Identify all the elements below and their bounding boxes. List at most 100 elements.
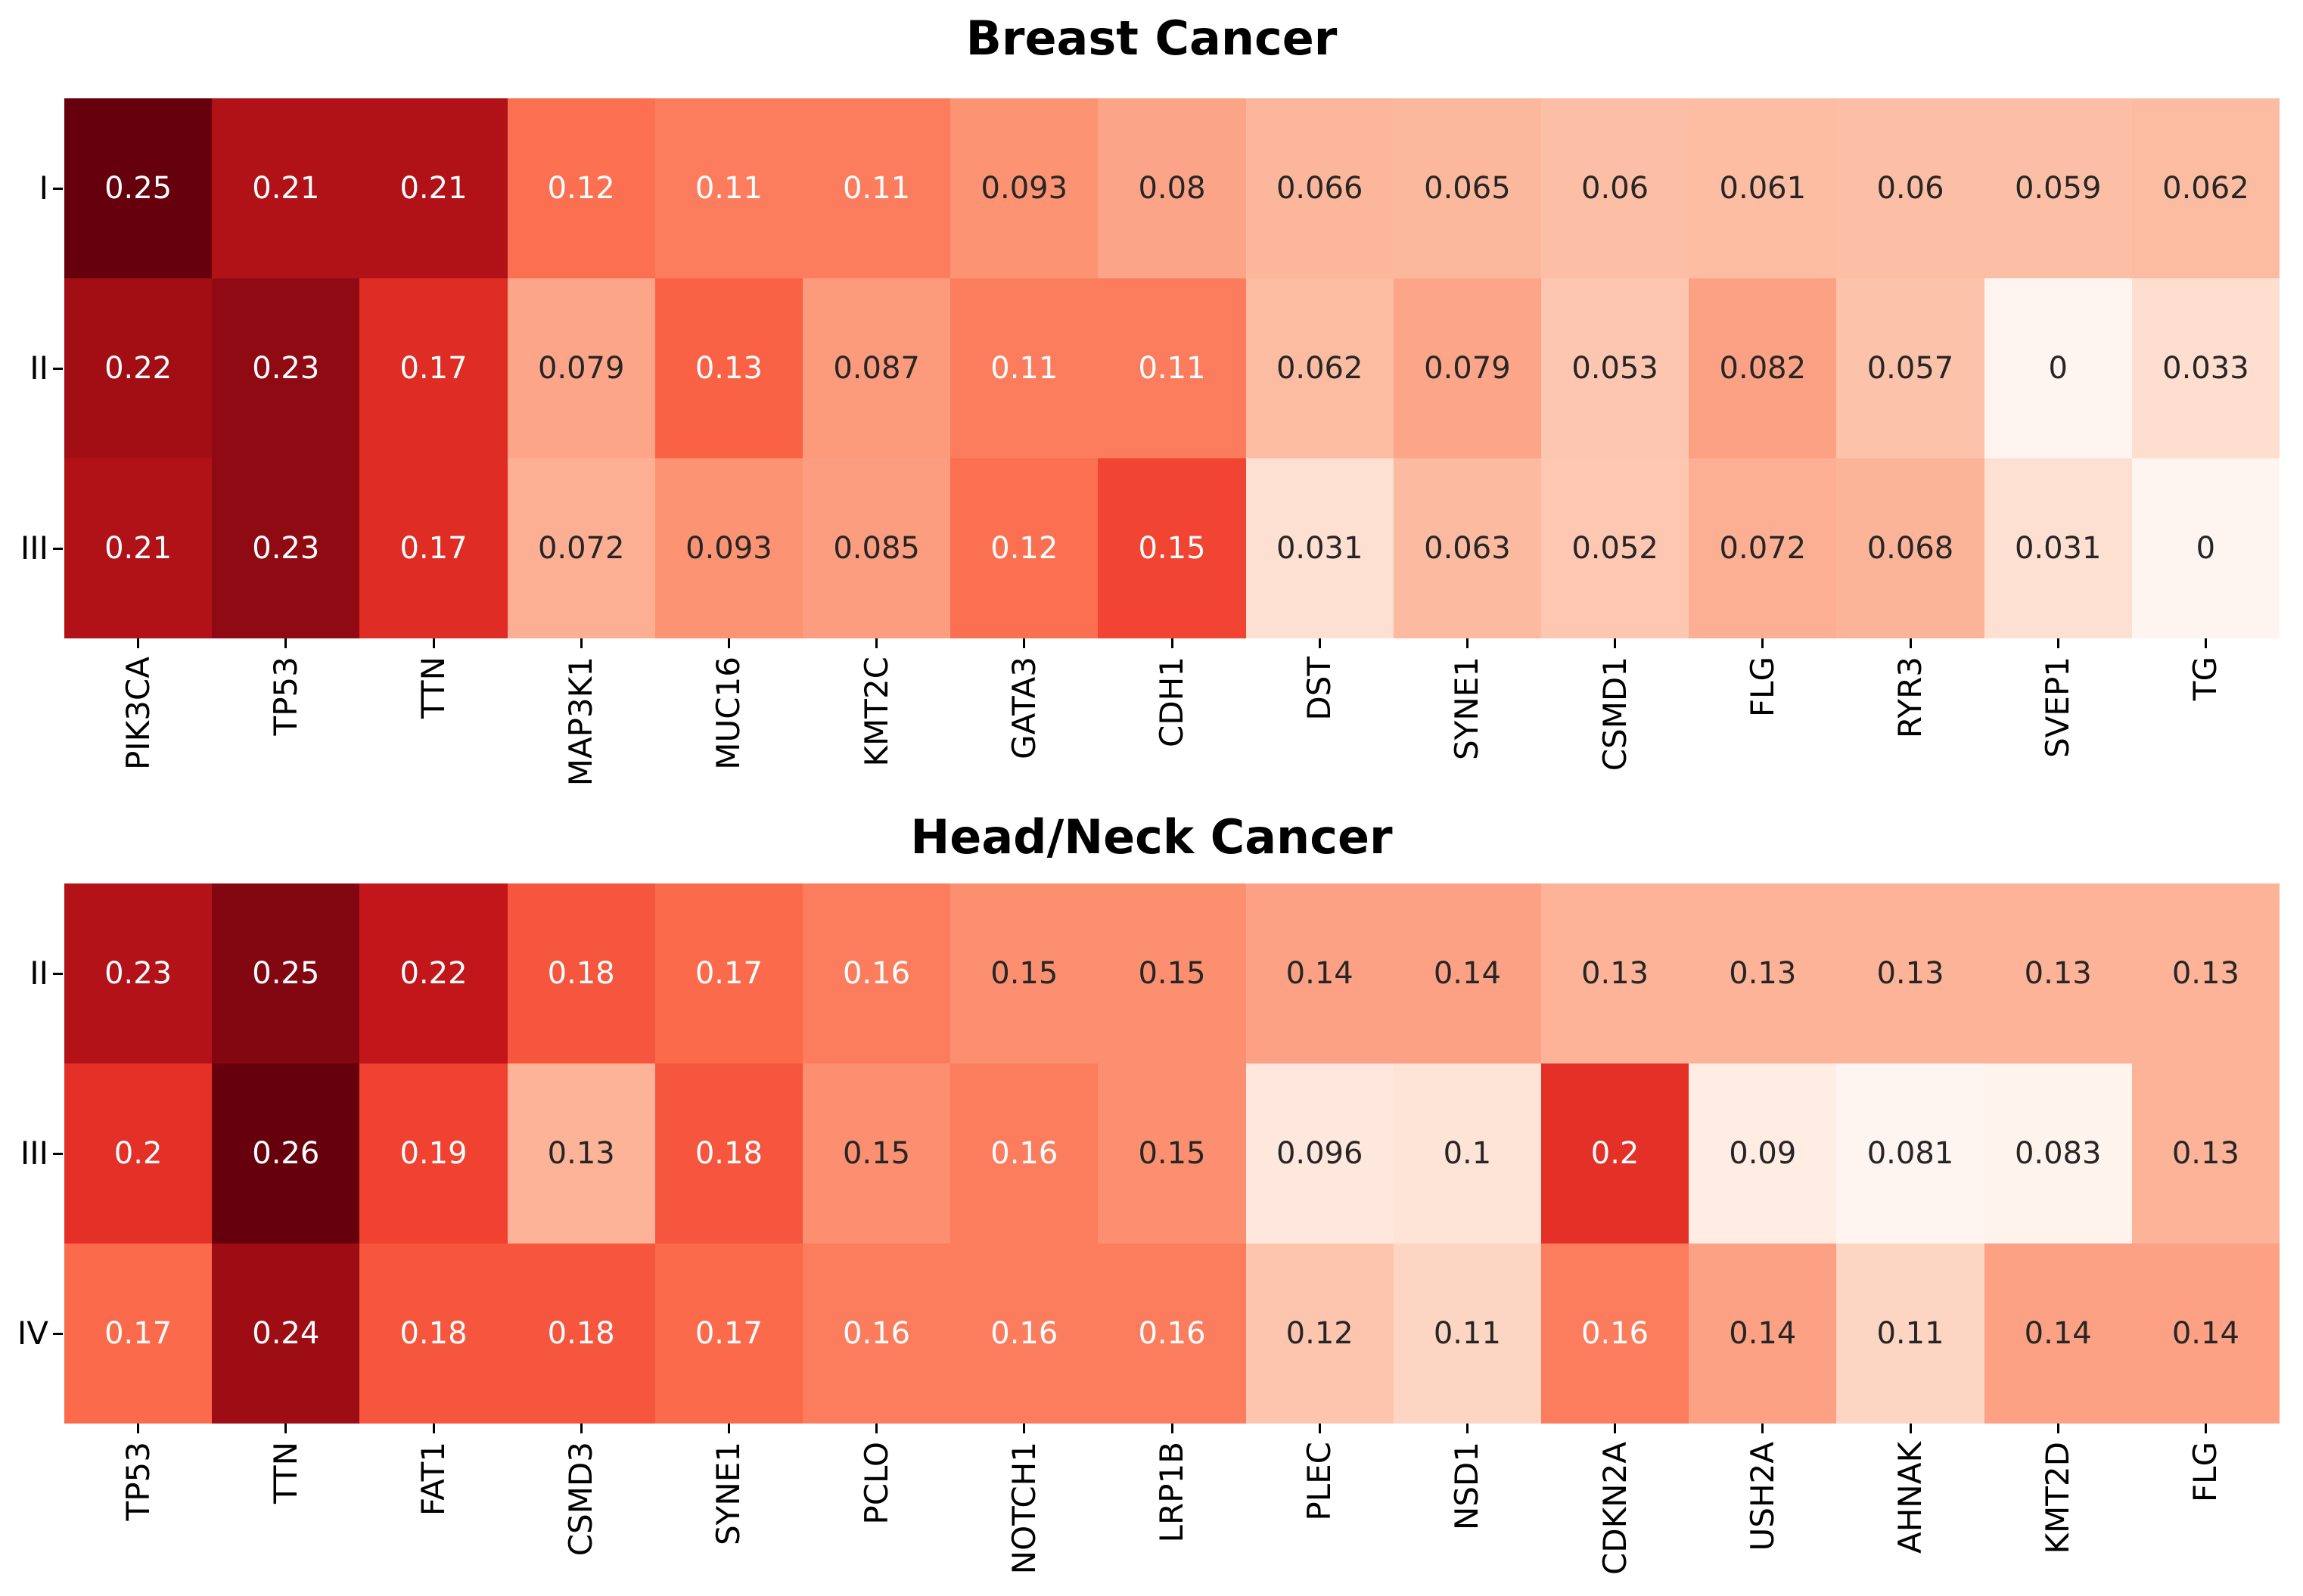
heatmap-breast-cancer: 0.25 0.21 0.21 0.12 0.11 0.11 0.093 0.08 0.066 0.…	[64, 98, 2280, 638]
heatmap-cell: 0.12	[1245, 1244, 1394, 1424]
heatmap-cell: 0.25	[64, 98, 213, 278]
heatmap-cell: 0.16	[1098, 1244, 1246, 1424]
heatmap-cell: 0.25	[212, 883, 360, 1063]
heatmap-cell: 0.15	[802, 1063, 951, 1244]
heatmap-cell: 0.11	[654, 98, 803, 278]
heatmap-cell: 0.23	[212, 458, 360, 638]
col-label-gene: NSD1	[1448, 1442, 1486, 1531]
row-label-stage: III	[20, 529, 48, 567]
heatmap-cell: 0.079	[1393, 278, 1541, 458]
row-label-stage: III	[20, 1135, 48, 1172]
heatmap-cell: 0.16	[950, 1244, 1099, 1424]
chart-title-head-neck-cancer: Head/Neck Cancer	[910, 809, 1393, 865]
heatmap-cell: 0.21	[64, 458, 213, 638]
col-label-gene: CDH1	[1153, 657, 1190, 747]
heatmap-cell: 0.18	[654, 1063, 803, 1244]
x-tick-mark	[2204, 1424, 2207, 1433]
col-label-gene: CSMD3	[562, 1442, 600, 1557]
heatmap-cell: 0.21	[359, 98, 508, 278]
heatmap-cell: 0.081	[1836, 1063, 1984, 1244]
heatmap-cell: 0.096	[1245, 1063, 1394, 1244]
heatmap-cell: 0.15	[950, 883, 1099, 1063]
col-label-gene: NOTCH1	[1005, 1442, 1043, 1575]
heatmap-cell: 0.093	[950, 98, 1099, 278]
heatmap-cell: 0.066	[1245, 98, 1394, 278]
heatmap-cell: 0.068	[1836, 458, 1984, 638]
col-label-gene: TG	[2186, 657, 2224, 701]
col-label-gene: FLG	[2186, 1442, 2224, 1503]
y-tick-mark	[53, 367, 63, 370]
heatmap-cell: 0	[2131, 458, 2280, 638]
heatmap-cell: 0.17	[359, 278, 508, 458]
x-tick-mark	[1465, 638, 1469, 648]
heatmap-cell: 0.16	[802, 1244, 951, 1424]
heatmap-head-neck-cancer: 0.23 0.25 0.22 0.18 0.17 0.16 0.15 0.15 0.14 0.14…	[64, 883, 2280, 1424]
col-label-gene: MAP3K1	[562, 657, 600, 787]
heatmap-cell: 0.15	[1098, 883, 1246, 1063]
heatmap-cell: 0.072	[1689, 458, 1837, 638]
heatmap-cell: 0.053	[1540, 278, 1689, 458]
col-label-gene: LRP1B	[1153, 1442, 1190, 1543]
col-label-gene: FAT1	[415, 1442, 452, 1517]
heatmap-cell: 0.11	[950, 278, 1099, 458]
x-tick-mark	[2056, 638, 2059, 648]
col-label-gene: GATA3	[1005, 657, 1043, 759]
col-label-gene: TTN	[266, 1442, 304, 1504]
x-tick-mark	[432, 1424, 435, 1433]
col-label-gene: TP53	[119, 1442, 157, 1521]
heatmap-cell: 0.059	[1984, 98, 2132, 278]
heatmap-cell: 0.14	[1393, 883, 1541, 1063]
col-label-gene: KMT2D	[2039, 1442, 2077, 1554]
x-tick-mark	[1170, 1424, 1173, 1433]
heatmap-cell: 0.14	[1245, 883, 1394, 1063]
col-label-gene: DST	[1301, 657, 1338, 721]
x-tick-mark	[284, 638, 287, 648]
x-tick-mark	[1614, 638, 1617, 648]
heatmap-cell: 0.14	[1689, 1244, 1837, 1424]
heatmap-cell: 0.22	[64, 278, 213, 458]
heatmap-cell: 0.057	[1836, 278, 1984, 458]
row-label-stage: IV	[17, 1315, 48, 1352]
heatmap-cell: 0.13	[1540, 883, 1689, 1063]
heatmap-cell: 0.093	[654, 458, 803, 638]
x-tick-mark	[1909, 1424, 1912, 1433]
x-tick-mark	[137, 638, 140, 648]
heatmap-cell: 0.061	[1689, 98, 1837, 278]
col-label-gene: PCLO	[857, 1442, 895, 1525]
heatmap-cell: 0.15	[1098, 1063, 1246, 1244]
x-tick-mark	[1465, 1424, 1469, 1433]
row-label-stage: II	[30, 955, 48, 992]
col-label-gene: TP53	[266, 657, 304, 736]
heatmap-cell: 0.083	[1984, 1063, 2132, 1244]
col-label-gene: FLG	[1743, 657, 1781, 718]
col-label-gene: SYNE1	[710, 1442, 747, 1545]
heatmap-cell: 0.15	[1098, 458, 1246, 638]
x-tick-mark	[1761, 1424, 1764, 1433]
heatmap-cell: 0.14	[2131, 1244, 2280, 1424]
y-tick-mark	[53, 1152, 63, 1155]
x-tick-mark	[727, 638, 730, 648]
heatmap-cell: 0.2	[1540, 1063, 1689, 1244]
heatmap-cell: 0.031	[1984, 458, 2132, 638]
heatmap-cell: 0.23	[212, 278, 360, 458]
chart-title-breast-cancer: Breast Cancer	[965, 11, 1338, 66]
heatmap-cell: 0.13	[507, 1063, 655, 1244]
x-tick-mark	[1318, 1424, 1321, 1433]
heatmap-cell: 0.062	[2131, 98, 2280, 278]
col-label-gene: AHNAK	[1891, 1442, 1928, 1554]
col-label-gene: USH2A	[1743, 1442, 1781, 1551]
heatmap-cell: 0.17	[654, 883, 803, 1063]
heatmap-cell: 0.19	[359, 1063, 508, 1244]
heatmap-cell: 0.052	[1540, 458, 1689, 638]
x-tick-mark	[432, 638, 435, 648]
x-tick-mark	[1909, 638, 1912, 648]
heatmap-cell: 0.087	[802, 278, 951, 458]
heatmap-cell: 0.18	[507, 883, 655, 1063]
heatmap-cell: 0.09	[1689, 1063, 1837, 1244]
row-label-stage: I	[39, 169, 48, 206]
heatmap-cell: 0.17	[359, 458, 508, 638]
heatmap-cell: 0.082	[1689, 278, 1837, 458]
x-tick-mark	[875, 638, 878, 648]
x-tick-mark	[727, 1424, 730, 1433]
heatmap-cell: 0.072	[507, 458, 655, 638]
